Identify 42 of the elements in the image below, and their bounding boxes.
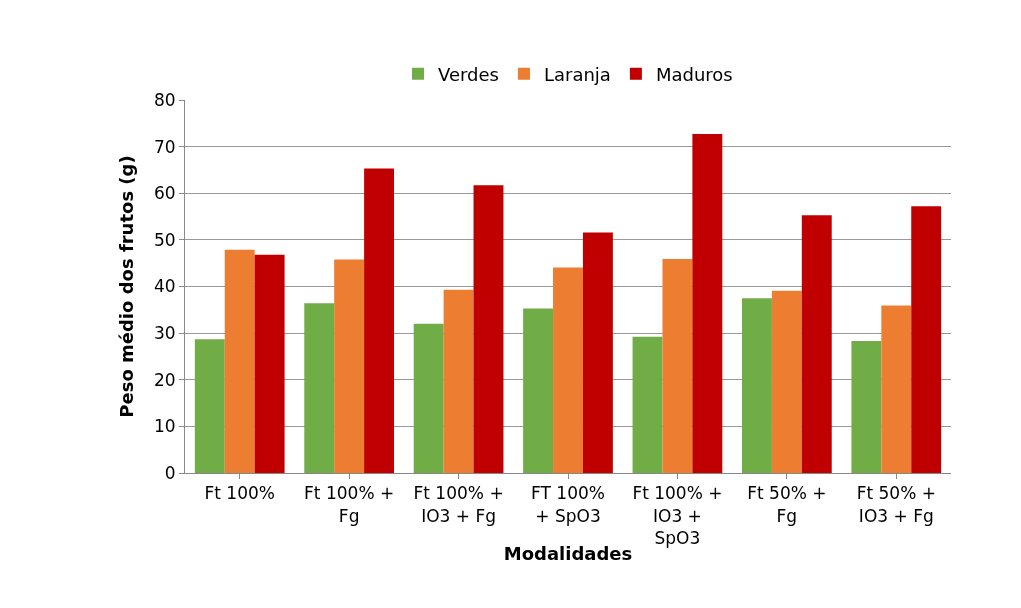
bar — [582, 232, 613, 473]
bar — [662, 258, 693, 473]
bar — [334, 259, 365, 473]
y-tick-label: 10 — [153, 416, 176, 437]
bar — [194, 339, 225, 473]
bar — [692, 134, 723, 473]
bar — [801, 215, 832, 473]
x-tick-label: Ft 100% — [204, 483, 275, 504]
legend-label: Verdes — [438, 63, 499, 85]
bar — [911, 206, 942, 473]
x-tick-label: Ft 100% + IO3 + SpO3 — [632, 483, 723, 548]
bar — [881, 305, 912, 473]
y-axis-title: Peso médio dos frutos (g) — [116, 155, 138, 418]
bar — [413, 323, 444, 473]
x-tick-label: Ft 50% + IO3 + Fg — [856, 483, 936, 526]
bar — [523, 308, 554, 473]
y-tick-label: 0 — [164, 462, 176, 483]
bar — [443, 289, 474, 473]
x-tick-label: Ft 50% + Fg — [747, 483, 827, 526]
legend-label: Maduros — [655, 63, 733, 85]
bar — [364, 168, 395, 473]
x-tick-label: Ft 100% + IO3 + Fg — [413, 483, 504, 526]
bar — [224, 249, 255, 473]
bar — [304, 303, 335, 473]
y-tick-label: 70 — [153, 136, 176, 157]
y-tick-label: 30 — [153, 323, 176, 344]
bar — [771, 290, 802, 473]
bar — [741, 298, 772, 473]
y-tick-label: 80 — [153, 89, 176, 110]
bar — [632, 336, 663, 473]
bar — [851, 341, 882, 473]
y-tick-label: 20 — [153, 369, 176, 390]
x-tick-label: FT 100% + SpO3 — [531, 483, 605, 526]
bar — [553, 267, 583, 473]
y-tick-label: 60 — [153, 183, 176, 204]
y-tick-label: 40 — [153, 276, 176, 297]
y-tick-label: 50 — [153, 229, 176, 250]
x-axis-title: Modalidades — [503, 542, 633, 564]
bar — [254, 254, 285, 473]
legend-label: Laranja — [543, 63, 611, 85]
bar — [473, 185, 504, 473]
x-tick-label: Ft 100% + Fg — [304, 483, 395, 526]
